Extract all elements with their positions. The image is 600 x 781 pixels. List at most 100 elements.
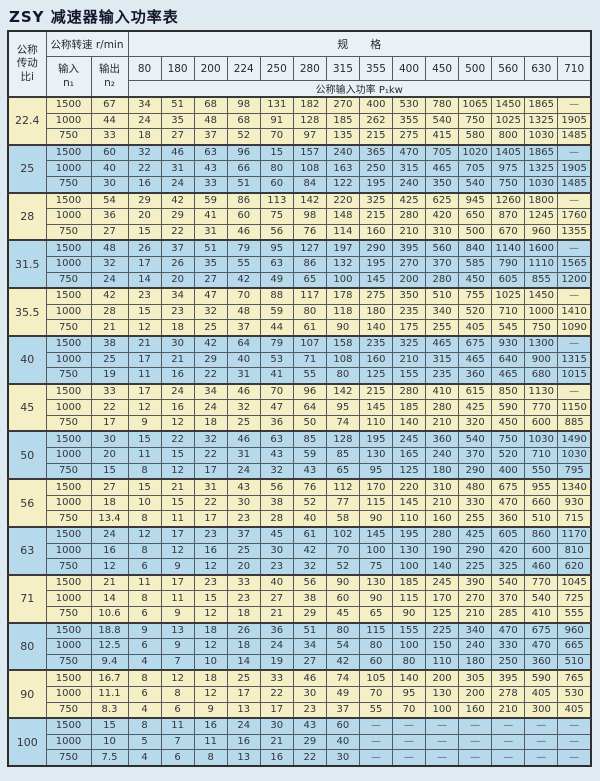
input-speed-cell: 1500 — [45, 287, 92, 305]
power-cell: 68 — [226, 112, 261, 130]
power-cell: 26 — [160, 255, 195, 273]
power-cell: 11 — [160, 510, 195, 528]
input-speed-cell: 1000 — [45, 255, 92, 273]
power-cell: 18 — [193, 669, 228, 687]
power-cell: 215 — [358, 208, 394, 225]
power-cell: 210 — [391, 351, 427, 369]
power-cell: — — [524, 717, 559, 735]
input-speed-cell: 1500 — [45, 717, 92, 735]
power-cell: 56 — [292, 573, 327, 592]
power-cell: 24 — [226, 462, 261, 480]
power-cell: 470 — [391, 143, 427, 162]
power-cell: 55 — [226, 255, 261, 273]
power-cell: 140 — [391, 669, 427, 687]
power-cell: 117 — [292, 287, 327, 305]
power-cell: 1130 — [524, 382, 559, 401]
power-cell: 1355 — [557, 223, 592, 241]
power-cell: 90 — [325, 319, 360, 337]
power-cell: 405 — [557, 701, 592, 719]
power-cell: 51 — [292, 621, 327, 640]
power-cell: 59 — [193, 191, 228, 210]
output-speed-cell: 36 — [90, 208, 129, 225]
power-cell: 12 — [193, 558, 228, 576]
power-cell: 23 — [259, 558, 294, 576]
output-speed-cell: 44 — [90, 112, 129, 130]
power-cell: 425 — [458, 399, 493, 416]
power-cell: 22 — [292, 749, 327, 767]
power-cell: 37 — [193, 128, 228, 146]
power-cell: 27 — [259, 590, 294, 607]
table-row: 1000 18 10 15 22 30 38 52 77 115 145 210 330 470 660 93… — [8, 494, 592, 512]
power-cell: 42 — [325, 653, 360, 671]
output-speed-cell: 24 — [90, 526, 129, 544]
power-cell: 10 — [127, 494, 162, 512]
output-speed-cell: 9.4 — [90, 653, 129, 671]
power-cell: 250 — [358, 160, 394, 177]
input-speed-cell: 1000 — [45, 685, 92, 703]
power-cell: 90 — [358, 510, 394, 528]
ratio-cell: 25 — [7, 143, 47, 194]
power-cell: 74 — [325, 414, 360, 432]
power-cell: 47 — [259, 399, 294, 416]
power-cell: 30 — [259, 542, 294, 560]
power-cell: 12 — [127, 399, 162, 416]
table-row: 31.5 1500 48 26 37 51 79 95 127 197 290 395 560 840 11… — [7, 239, 592, 289]
power-cell: 118 — [325, 303, 360, 321]
power-cell: 262 — [358, 112, 394, 130]
power-cell: 840 — [458, 239, 493, 257]
power-cell: 1315 — [557, 351, 592, 369]
input-speed-cell: 1000 — [45, 638, 92, 655]
power-cell: 545 — [491, 319, 526, 337]
power-cell: 158 — [325, 334, 360, 353]
power-cell: — — [425, 749, 460, 767]
power-cell: 6 — [127, 558, 162, 576]
power-cell: 11 — [127, 573, 162, 592]
power-cell: 540 — [458, 175, 493, 194]
power-cell: 18 — [226, 605, 261, 624]
power-cell: 370 — [491, 590, 526, 607]
power-cell: — — [491, 717, 526, 735]
table-row: 1000 14 8 11 15 23 27 38 60 90 115 170 270 370 540 725 — [8, 590, 592, 607]
output-speed-cell: 38 — [90, 334, 129, 353]
power-cell: 30 — [325, 749, 360, 767]
power-cell: 245 — [425, 573, 460, 592]
power-cell: 96 — [292, 382, 327, 401]
power-cell: 90 — [358, 590, 394, 607]
power-cell: 160 — [425, 510, 460, 528]
power-cell: 225 — [425, 621, 460, 640]
power-cell: 605 — [491, 526, 526, 544]
power-cell: — — [557, 95, 592, 114]
power-cell: 18 — [127, 128, 162, 146]
power-cell: 12 — [193, 685, 228, 703]
power-cell: 13 — [226, 701, 261, 719]
power-cell: 365 — [358, 143, 394, 162]
power-cell: 9 — [160, 638, 195, 655]
table-row: 25 1500 60 32 46 63 96 15 157 240 365 470 705 1020 140… — [7, 143, 592, 194]
power-cell: 360 — [524, 653, 559, 671]
power-cell: 290 — [458, 542, 493, 560]
power-cell: 170 — [358, 478, 394, 496]
power-cell: 32 — [193, 303, 228, 321]
power-cell: 22 — [193, 447, 228, 464]
power-cell: 465 — [491, 367, 526, 385]
power-cell: 21 — [127, 334, 162, 353]
power-cell: 55 — [292, 367, 327, 385]
table-row: 40 1500 38 21 30 42 64 79 107 158 235 325 465 675 930 1… — [7, 334, 592, 385]
power-cell: 125 — [358, 367, 394, 385]
speed-column-header: 公称转速 r/min — [45, 30, 129, 57]
power-cell: 210 — [391, 223, 427, 241]
table-row: 63 1500 24 12 17 23 37 45 61 102 145 195 280 425 605 86… — [7, 526, 592, 576]
output-speed-cell: 40 — [90, 160, 129, 177]
power-cell: 278 — [491, 685, 526, 703]
power-cell: 32 — [292, 558, 327, 576]
power-cell: 115 — [358, 494, 394, 512]
power-cell: 180 — [458, 653, 493, 671]
power-cell: 25 — [226, 542, 261, 560]
power-cell: 128 — [325, 430, 360, 449]
power-cell: 77 — [325, 494, 360, 512]
power-cell: 16 — [193, 542, 228, 560]
input-speed-cell: 1500 — [45, 621, 92, 640]
power-cell: 160 — [358, 351, 394, 369]
power-cell: 360 — [425, 430, 460, 449]
power-cell: 975 — [491, 160, 526, 177]
